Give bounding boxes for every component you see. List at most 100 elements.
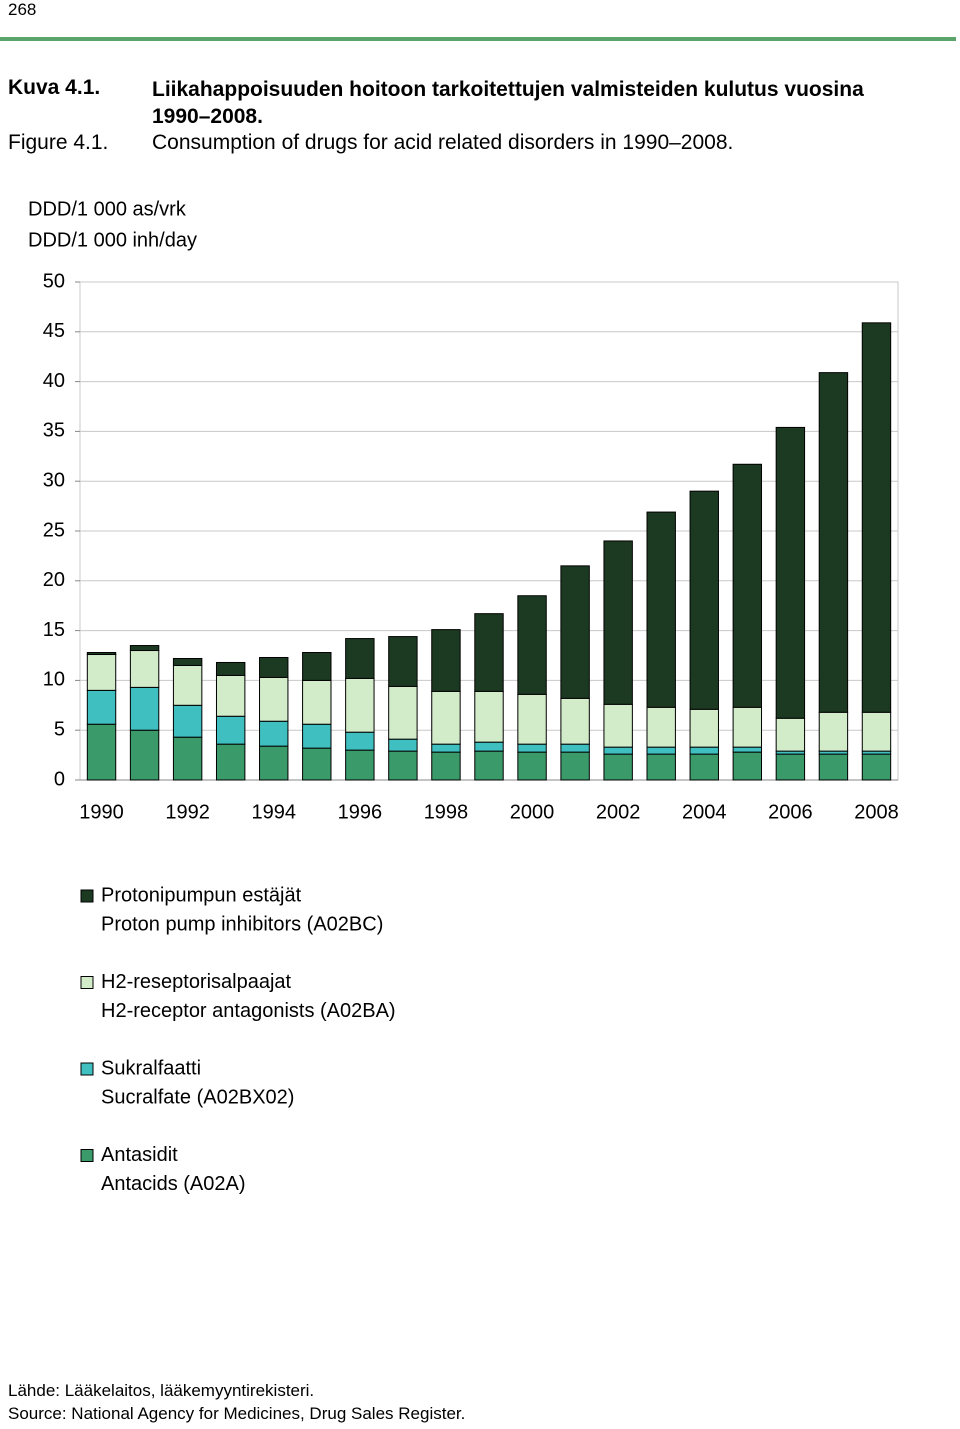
bar-segment — [388, 750, 418, 781]
bar-segment — [775, 717, 806, 752]
bar-segment — [302, 747, 332, 781]
y-tick-label: 30 — [43, 469, 65, 491]
bar-segment — [560, 743, 590, 753]
bar-segment — [345, 749, 375, 781]
bar-segment — [302, 679, 332, 725]
header-rule — [0, 37, 956, 41]
bar-segment — [474, 613, 504, 692]
bar-segment — [129, 729, 160, 781]
bar-segment — [388, 636, 418, 687]
bar-segment — [86, 652, 117, 656]
figure-label-fi: Kuva 4.1. — [8, 76, 101, 99]
legend-label: Sukralfaatti — [101, 1057, 201, 1079]
bar-segment — [172, 657, 203, 666]
legend-label: Proton pump inhibitors (A02BC) — [101, 913, 383, 935]
bar-segment — [345, 638, 375, 679]
legend-swatch — [80, 976, 94, 989]
bar-segment — [345, 677, 375, 733]
bar-segment — [345, 731, 375, 751]
bar-segment — [603, 703, 633, 748]
bar-segment — [431, 743, 461, 753]
bar-segment — [172, 736, 203, 781]
bar-segment — [689, 753, 719, 781]
x-tick-label: 2000 — [510, 801, 555, 823]
bar-segment — [259, 656, 289, 678]
bar-segment — [215, 661, 246, 676]
y-tick-label: 20 — [43, 569, 65, 591]
legend-label: H2-reseptorisalpaajat — [101, 971, 292, 993]
bar-segment — [603, 540, 633, 705]
x-tick-label: 2006 — [768, 801, 813, 823]
x-tick-label: 2004 — [682, 801, 727, 823]
legend-swatch — [80, 889, 94, 903]
bar-segment — [689, 708, 719, 748]
bar-segment — [172, 664, 203, 706]
bar-segment — [818, 372, 849, 713]
bar-segment — [259, 745, 289, 781]
bar-segment — [560, 565, 590, 699]
y-axis-label: DDD/1 000 inh/day — [28, 229, 197, 251]
legend-swatch — [80, 1062, 94, 1076]
bar-segment — [517, 693, 547, 745]
bar-segment — [86, 654, 117, 691]
legend-label: H2-receptor antagonists (A02BA) — [101, 1000, 396, 1022]
bar-segment — [861, 322, 892, 713]
x-tick-label: 1990 — [79, 801, 124, 823]
bar-segment — [689, 746, 719, 755]
x-tick-label: 1998 — [424, 801, 469, 823]
x-tick-label: 2002 — [596, 801, 641, 823]
x-tick-label: 1994 — [251, 801, 296, 823]
y-tick-label: 40 — [43, 370, 65, 392]
bar-segment — [517, 751, 547, 781]
bar-segment — [474, 741, 504, 752]
bar-segment — [215, 715, 246, 745]
bar-segment — [732, 706, 763, 748]
legend-label: Sucralfate (A02BX02) — [101, 1086, 294, 1108]
bar-segment — [215, 743, 246, 781]
bar-segment — [86, 723, 117, 781]
bar-segment — [259, 720, 289, 747]
bar-segment — [818, 711, 849, 752]
x-tick-label: 1996 — [338, 801, 383, 823]
y-tick-label: 10 — [43, 669, 65, 691]
y-tick-label: 50 — [43, 270, 65, 292]
bar-segment — [646, 746, 676, 755]
bar-segment — [775, 753, 806, 781]
y-tick-label: 35 — [43, 420, 65, 442]
bar-segment — [646, 511, 676, 708]
legend-swatch — [80, 1149, 94, 1162]
bar-segment — [86, 689, 117, 725]
source: Lähde: Lääkelaitos, lääkemyyntirekisteri… — [8, 1381, 315, 1400]
legend-label: Antasidit — [101, 1144, 178, 1166]
bar-segment — [388, 685, 418, 740]
bar-segment — [603, 753, 633, 781]
bar-segment — [172, 704, 203, 738]
bar-segment — [431, 629, 461, 692]
bar-segment — [129, 650, 160, 688]
bar-segment — [388, 738, 418, 752]
y-tick-label: 25 — [43, 519, 65, 541]
legend-label: Antacids (A02A) — [101, 1173, 246, 1195]
bar-segment — [302, 652, 332, 681]
title-fi: Liikahappoisuuden hoitoon tarkoitettujen… — [152, 78, 864, 128]
bar-segment — [474, 750, 504, 781]
bar-segment — [259, 676, 289, 722]
bar-segment — [603, 746, 633, 755]
y-tick-label: 5 — [54, 718, 65, 740]
bar-segment — [646, 753, 676, 781]
bar-segment — [431, 751, 461, 781]
bar-segment — [474, 690, 504, 743]
bar-segment — [818, 753, 849, 781]
bar-segment — [431, 690, 461, 745]
bar-segment — [732, 751, 763, 781]
y-tick-label: 45 — [43, 320, 65, 342]
bar-segment — [646, 706, 676, 748]
source: Source: National Agency for Medicines, D… — [8, 1404, 466, 1423]
bar-segment — [732, 463, 763, 708]
title: Consumption of drugs for acid related di… — [152, 131, 734, 154]
bar-segment — [560, 697, 590, 745]
y-tick-label: 15 — [43, 619, 65, 641]
bar-segment — [302, 723, 332, 749]
bar-segment — [775, 426, 806, 719]
